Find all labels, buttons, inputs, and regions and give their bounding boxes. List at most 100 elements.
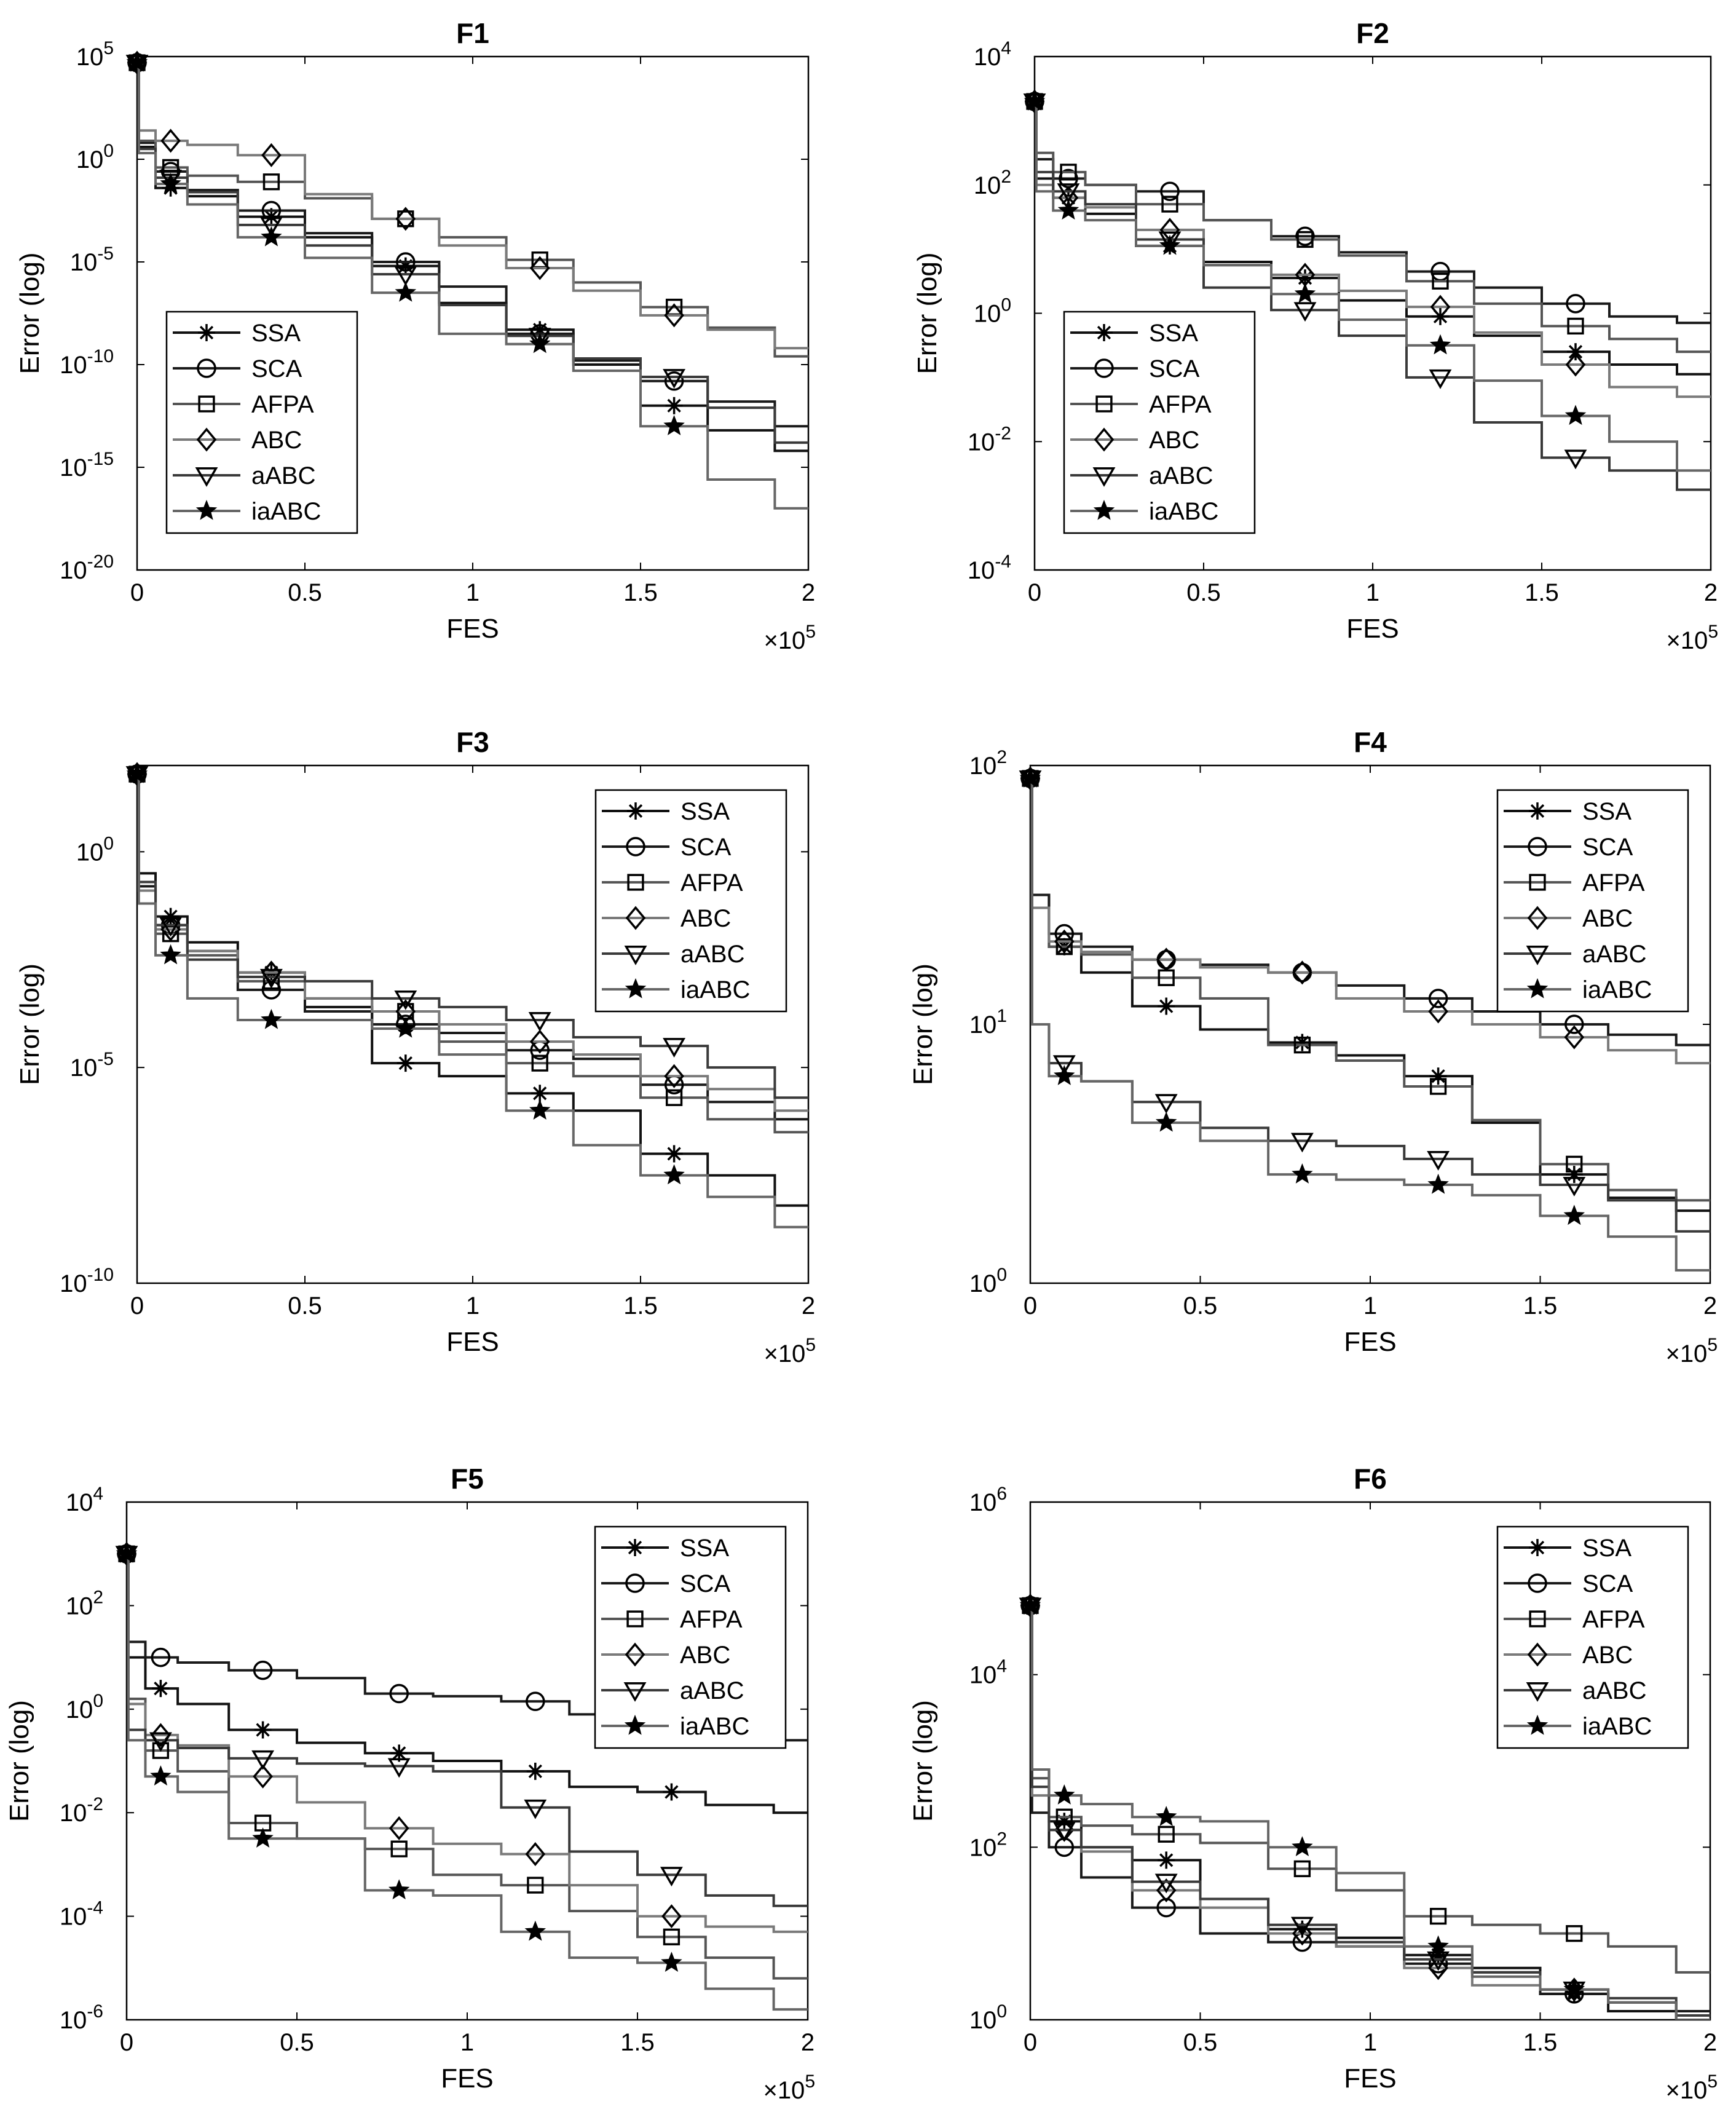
legend-marker-iaabc: [1093, 499, 1115, 520]
marker-aabc: [259, 968, 283, 989]
legend-label-sca: SCA: [680, 1570, 731, 1597]
legend-box: [1496, 1525, 1689, 1749]
legend-marker-iaabc: [195, 499, 218, 520]
marker-iaabc: [1054, 1784, 1075, 1805]
series-line-afpa: [1030, 777, 1710, 1202]
x-multiplier: ×105: [1665, 2071, 1718, 2104]
marker-ssa: [1158, 997, 1175, 1015]
marker-aabc: [1429, 369, 1452, 389]
marker-afpa: [663, 1928, 681, 1945]
marker-iaabc: [1155, 1111, 1177, 1132]
marker-aabc: [1290, 1133, 1314, 1153]
marker-abc: [529, 1029, 550, 1054]
legend-label-sca: SCA: [1149, 355, 1200, 382]
marker-iaabc: [1427, 1173, 1449, 1194]
marker-sca: [253, 1660, 273, 1680]
marker-aabc: [1290, 1916, 1314, 1937]
marker-aabc: [663, 369, 686, 389]
marker-iaabc: [116, 1543, 138, 1563]
marker-afpa: [1429, 1907, 1447, 1925]
marker-abc: [664, 303, 684, 328]
marker-abc: [525, 1842, 546, 1867]
marker-iaabc: [1019, 767, 1041, 788]
x-axis-label: FES: [446, 614, 499, 644]
marker-iaabc: [1292, 1163, 1313, 1184]
marker-iaabc: [1563, 1978, 1585, 1999]
legend-marker-ssa: [198, 324, 215, 341]
legend-marker-afpa: [1529, 874, 1546, 891]
y-tick-label: 102: [974, 167, 1011, 199]
legend-label-aabc: aABC: [680, 1677, 744, 1704]
legend-label-afpa: AFPA: [1149, 391, 1212, 418]
x-tick-label: 0: [1024, 1292, 1037, 1319]
marker-ssa: [152, 1680, 170, 1698]
legend: SSA SCA AFPA ABC aABC iaABC: [594, 1525, 787, 1749]
legend-marker-abc: [1527, 906, 1548, 930]
y-tick-label: 102: [969, 1829, 1007, 1861]
marker-aabc: [1427, 1150, 1450, 1171]
chart-panel-f1: F1 0 0.5 1 1.5 2 105 100 10-5 10-10 10-15 10-20 FES E…: [15, 17, 816, 654]
marker-ssa: [254, 1721, 272, 1739]
marker-iaabc: [1427, 1935, 1449, 1956]
marker-abc: [395, 207, 416, 231]
legend-label-iaabc: iaABC: [1582, 976, 1652, 1003]
marker-ssa: [1565, 1166, 1583, 1184]
x-tick-label: 0.5: [1186, 579, 1221, 606]
marker-afpa: [1296, 231, 1314, 248]
legend-label-abc: ABC: [681, 905, 731, 932]
marker-afpa: [531, 1054, 548, 1072]
legend-marker-iaabc: [624, 1714, 646, 1735]
legend-marker-aabc: [623, 1682, 647, 1702]
x-tick-label: 1: [466, 1292, 479, 1319]
marker-afpa: [665, 1089, 683, 1106]
marker-aabc: [528, 328, 551, 348]
y-tick-label: 102: [66, 1587, 103, 1620]
marker-afpa: [1055, 1808, 1073, 1825]
series-line-afpa: [1035, 100, 1711, 354]
y-tick-label: 10-2: [60, 1794, 103, 1827]
y-tick-label: 10-5: [70, 1049, 114, 1082]
series-line-aabc: [137, 773, 808, 1099]
legend-marker-aabc: [1526, 1682, 1549, 1702]
x-tick-label: 0.5: [1183, 2029, 1218, 2056]
legend-label-abc: ABC: [1582, 905, 1633, 932]
y-tick-label: 106: [969, 1484, 1007, 1516]
legend-label-ssa: SSA: [251, 320, 301, 347]
x-tick-label: 1: [460, 2029, 474, 2056]
marker-afpa: [262, 973, 280, 990]
x-tick-label: 0.5: [288, 579, 322, 606]
y-tick-label: 10-20: [60, 552, 114, 584]
marker-afpa: [390, 1840, 408, 1857]
marker-iaabc: [1024, 90, 1046, 111]
x-axis-label: FES: [1344, 2063, 1397, 2094]
y-tick-label: 10-15: [60, 449, 114, 481]
marker-abc: [1292, 1921, 1312, 1946]
series-line-aabc: [127, 1552, 808, 1907]
y-tick-label: 10-6: [60, 2001, 103, 2034]
marker-afpa: [1566, 1925, 1583, 1942]
marker-aabc: [394, 990, 417, 1010]
marker-abc: [261, 143, 282, 167]
legend-marker-ssa: [626, 1539, 644, 1556]
x-multiplier: ×105: [763, 622, 816, 654]
y-axis-label: Error (log): [908, 1700, 938, 1822]
legend-marker-ssa: [627, 802, 644, 820]
legend-marker-iaabc: [625, 978, 647, 999]
y-axis-label: Error (log): [4, 1700, 34, 1822]
y-axis-label: Error (log): [15, 963, 45, 1085]
x-axis-label: FES: [446, 1327, 499, 1357]
x-tick-label: 2: [1704, 579, 1718, 606]
x-tick-label: 0.5: [288, 1292, 322, 1319]
legend: SSA SCA AFPA ABC aABC iaABC: [1063, 310, 1256, 534]
marker-sca: [1295, 226, 1315, 246]
legend-marker-aabc: [624, 946, 647, 965]
legend-label-iaabc: iaABC: [1582, 1713, 1652, 1740]
marker-ssa: [1293, 1920, 1311, 1938]
x-tick-label: 0: [130, 1292, 144, 1319]
chart-title: F4: [1354, 726, 1387, 758]
x-tick-label: 1: [466, 579, 479, 606]
marker-aabc: [528, 1012, 551, 1032]
legend-marker-afpa: [627, 874, 644, 891]
marker-sca: [1564, 1015, 1584, 1034]
legend: SSA SCA AFPA ABC aABC iaABC: [594, 789, 787, 1013]
